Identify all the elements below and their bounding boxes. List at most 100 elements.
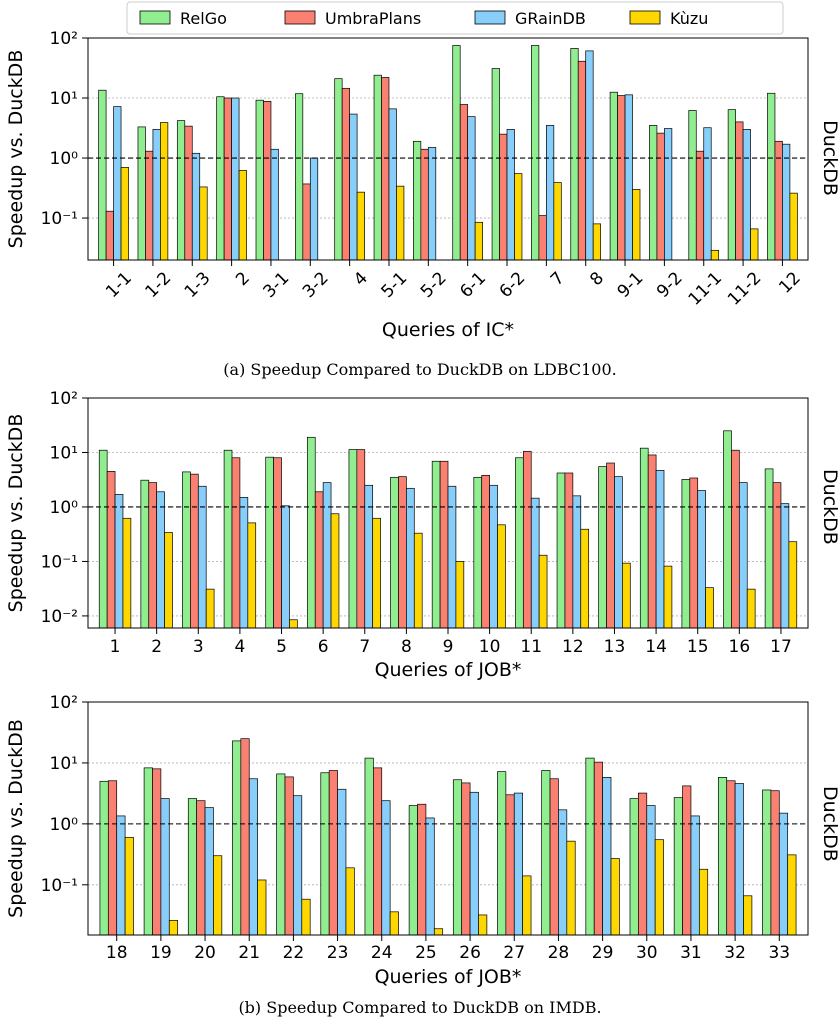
bar: [263, 100, 272, 261]
bar: [538, 215, 547, 261]
x-tick-label: 11: [520, 637, 542, 657]
bar: [682, 785, 692, 936]
y-tick-label: 10²: [50, 693, 78, 713]
bar: [289, 619, 298, 629]
bar: [734, 783, 744, 936]
bar: [293, 795, 303, 936]
bar: [196, 800, 206, 936]
bar: [197, 485, 207, 629]
x-tick-label: 1-1: [102, 268, 136, 302]
bar: [473, 476, 483, 629]
plot-frame: [87, 37, 809, 261]
bar: [609, 91, 618, 261]
chart-ic-queries: 10⁻¹ 10⁰ 10¹ 10² 1-1 1-2 1-3 2 3-1 3-2 4 5-1 5-2 6-1 6…: [5, 29, 840, 341]
bar: [478, 914, 488, 936]
legend-swatch: [139, 10, 171, 25]
bar: [656, 132, 665, 261]
bar: [764, 468, 774, 629]
bar: [772, 482, 782, 629]
bar: [328, 770, 338, 936]
bar: [143, 767, 153, 936]
bar: [647, 454, 657, 629]
x-tick-label: 5-2: [417, 268, 451, 302]
bar: [585, 50, 594, 261]
bar: [461, 782, 471, 936]
x-tick-label: 4: [234, 637, 245, 657]
y-tick-label: 10⁻¹: [41, 876, 78, 896]
bar: [389, 911, 399, 936]
bar: [541, 770, 551, 936]
bar: [99, 780, 109, 936]
x-tick-label: 5-1: [378, 268, 412, 302]
bar: [723, 430, 732, 629]
bar: [248, 778, 258, 936]
x-tick-label: 1: [110, 637, 121, 657]
bar: [695, 150, 705, 261]
y-tick-label: 10⁰: [50, 149, 79, 169]
x-tick-label: 8: [586, 268, 608, 290]
bar: [204, 807, 214, 936]
y-axis-label: Speedup vs. DuckDB: [5, 414, 27, 613]
bar: [420, 148, 429, 261]
bar: [431, 460, 441, 629]
bar: [413, 140, 422, 261]
legend-frame: [126, 1, 784, 35]
bar: [309, 157, 319, 261]
bar: [232, 740, 242, 936]
bar: [738, 482, 748, 629]
bar: [322, 482, 332, 629]
bar: [767, 92, 776, 261]
bar: [276, 773, 286, 936]
y-tick-label: 10⁻¹: [41, 209, 78, 229]
bar: [726, 780, 736, 936]
bar: [213, 855, 223, 936]
bar: [216, 96, 225, 261]
bar: [187, 798, 198, 936]
y-axis-label: Speedup vs. DuckDB: [5, 50, 27, 249]
bar: [697, 490, 706, 629]
bar: [337, 788, 347, 936]
bar: [372, 767, 383, 936]
x-tick-label: 28: [548, 943, 570, 963]
bar: [107, 780, 118, 936]
x-tick-label: 14: [645, 637, 667, 657]
bar: [690, 815, 700, 936]
bar: [191, 152, 201, 261]
x-tick-label: 29: [592, 943, 614, 963]
bar: [390, 476, 399, 629]
right-axis-label: DuckDB: [819, 120, 840, 196]
bar: [474, 221, 483, 261]
bar: [396, 185, 405, 261]
x-tick-label: 9-2: [653, 268, 687, 302]
bar: [481, 475, 490, 629]
legend-swatch: [284, 10, 316, 25]
bar: [515, 457, 524, 629]
bar: [284, 776, 294, 936]
bar: [238, 170, 247, 261]
bar: [469, 791, 479, 936]
bar: [774, 140, 783, 261]
bar: [105, 210, 114, 261]
legend-label: GRainDB: [515, 9, 586, 28]
bar: [522, 450, 532, 629]
bar: [530, 497, 540, 629]
x-tick-label: 9-1: [614, 268, 648, 302]
bar: [513, 792, 524, 936]
bar: [593, 761, 603, 936]
bar: [160, 798, 170, 936]
y-tick-label: 10²: [50, 389, 78, 409]
legend: RelGo UmbraPlans GRainDB Kùzu: [126, 1, 784, 35]
bar: [160, 122, 169, 261]
x-tick-label: 24: [371, 943, 393, 963]
bar: [689, 477, 699, 629]
x-tick-label: 15: [687, 637, 709, 657]
bar: [247, 522, 257, 629]
bar: [654, 839, 664, 936]
x-tick-label: 21: [238, 943, 260, 963]
bar: [570, 48, 579, 261]
bar: [373, 74, 382, 261]
y-tick-label: 10⁻¹: [41, 552, 78, 572]
caption-b: (b) Speedup Compared to DuckDB on IMDB.: [238, 998, 601, 1017]
bar: [639, 447, 649, 629]
